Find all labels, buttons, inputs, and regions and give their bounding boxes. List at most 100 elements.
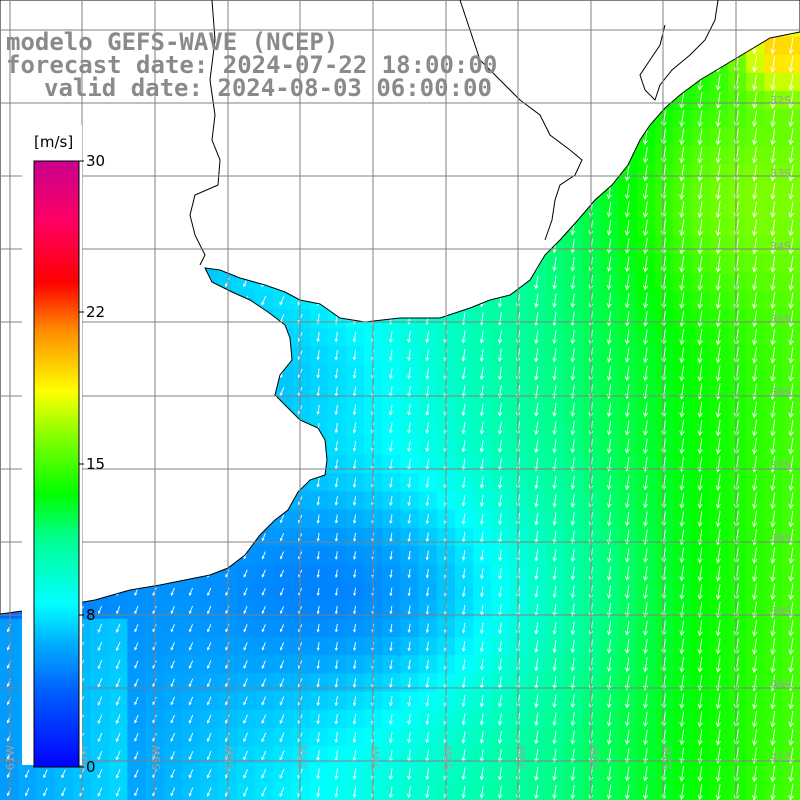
wind-arrow	[752, 237, 758, 255]
wind-arrow	[425, 477, 430, 489]
wind-arrow	[697, 547, 703, 564]
latitude-label: 38S	[770, 532, 791, 545]
wind-arrow	[570, 293, 576, 309]
wind-arrow	[679, 511, 685, 528]
wind-arrow	[643, 548, 648, 564]
wind-arrow	[752, 346, 758, 364]
wind-arrow	[170, 642, 175, 651]
wind-arrow	[316, 514, 320, 524]
wind-arrow	[552, 475, 557, 490]
wind-arrow	[697, 492, 703, 509]
wind-arrow	[479, 385, 484, 399]
wind-arrow	[188, 714, 194, 724]
wind-arrow	[261, 714, 267, 724]
wind-arrow	[534, 785, 539, 800]
wind-arrow	[97, 714, 103, 724]
wind-arrow	[752, 255, 758, 273]
wind-arrow	[606, 493, 612, 509]
wind-arrow	[479, 421, 484, 435]
wind-arrow	[407, 495, 411, 507]
wind-arrow	[261, 569, 266, 578]
wind-arrow	[624, 711, 630, 727]
wind-arrow	[407, 514, 411, 525]
wind-arrow	[606, 311, 612, 327]
wind-arrow	[334, 605, 338, 615]
wind-arrow	[679, 474, 685, 491]
wind-arrow	[334, 422, 339, 434]
wind-arrow	[552, 348, 557, 363]
wind-arrow	[770, 583, 776, 601]
wind-arrow	[570, 475, 576, 490]
wind-arrow	[497, 458, 503, 471]
wind-arrow	[552, 421, 557, 436]
wind-arrow	[116, 606, 121, 615]
wind-arrow	[207, 660, 212, 670]
wind-arrow	[461, 403, 466, 417]
wind-arrow	[624, 238, 630, 255]
wind-arrow	[188, 769, 194, 779]
wind-arrow	[606, 293, 612, 309]
wind-arrow	[352, 422, 357, 434]
wind-arrow	[642, 201, 649, 218]
wind-arrow	[624, 475, 630, 491]
wind-arrow	[134, 605, 139, 615]
wind-arrow	[61, 769, 66, 779]
wind-arrow	[97, 769, 103, 779]
wind-arrow	[334, 642, 338, 652]
wind-arrow	[497, 403, 503, 417]
wind-arrow	[643, 711, 648, 728]
wind-arrow	[624, 766, 630, 782]
wind-arrow	[679, 292, 685, 309]
wind-arrow	[788, 492, 794, 510]
wind-arrow	[788, 565, 794, 583]
river-uruguay	[189, 0, 221, 266]
wind-arrow	[788, 237, 794, 255]
wind-arrow	[388, 331, 393, 343]
longitude-label: 58W	[223, 745, 236, 770]
wind-arrow	[279, 660, 285, 669]
wind-arrow	[552, 567, 557, 581]
wind-arrow	[606, 530, 612, 545]
wind-arrow	[170, 624, 175, 633]
wind-arrow	[624, 620, 630, 636]
wind-arrow	[643, 493, 648, 509]
landmass-uruguay-argentina	[0, 0, 800, 615]
wind-arrow	[188, 787, 194, 797]
wind-arrow	[534, 457, 539, 472]
wind-arrow	[624, 365, 630, 382]
wind-arrow	[407, 440, 411, 453]
wind-arrow	[570, 402, 576, 418]
wind-arrow	[407, 641, 411, 652]
wind-arrow	[279, 551, 285, 560]
wind-arrow	[679, 766, 685, 782]
wind-arrow	[752, 729, 758, 746]
wind-arrow	[715, 365, 721, 382]
wind-arrow	[497, 330, 503, 344]
wind-arrow	[115, 641, 121, 652]
wind-arrow	[679, 711, 685, 728]
wind-arrow	[407, 677, 411, 689]
wind-arrow	[570, 603, 575, 617]
wind-arrow	[715, 565, 721, 582]
wind-arrow	[188, 660, 194, 670]
wind-arrow	[570, 257, 576, 272]
wind-arrow	[425, 587, 429, 597]
wind-arrow	[170, 787, 176, 797]
wind-arrow	[334, 532, 338, 542]
wind-arrow	[570, 730, 576, 745]
wind-arrow	[461, 695, 466, 708]
wind-arrow	[679, 402, 685, 418]
wind-arrow	[788, 729, 794, 746]
wind-arrow	[715, 110, 721, 128]
wind-arrow	[552, 330, 557, 345]
wind-arrow	[643, 675, 648, 691]
wind-arrow	[352, 695, 357, 707]
wind-arrow	[552, 366, 557, 381]
wind-arrow	[170, 714, 175, 724]
wind-arrow	[316, 696, 320, 707]
wind-arrow	[697, 328, 703, 346]
wind-arrow	[715, 219, 721, 237]
wind-arrow	[243, 624, 248, 633]
